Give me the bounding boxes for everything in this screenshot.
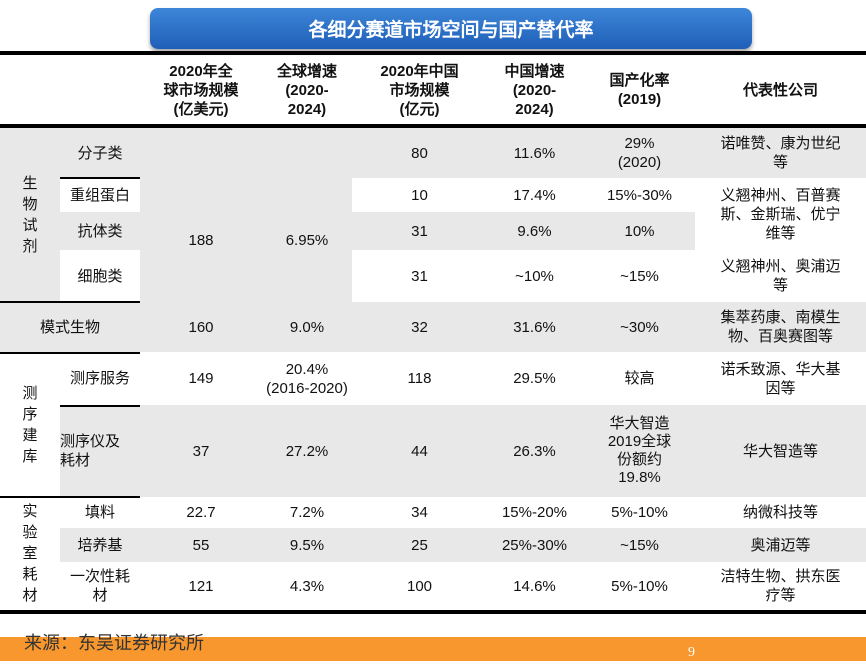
source-note: 来源：东吴证券研究所 bbox=[24, 633, 204, 653]
subcategory: 填料 bbox=[84, 504, 115, 521]
footer-bar bbox=[0, 637, 866, 661]
cell: 22.7 bbox=[186, 504, 216, 521]
divider bbox=[60, 177, 140, 179]
subcategory: 培养基 bbox=[77, 536, 123, 554]
page-number: 9 bbox=[688, 645, 695, 660]
cell: 26.3% bbox=[513, 442, 556, 460]
cell: 11.6% bbox=[513, 144, 556, 162]
cell: 洁特生物、拱东医 疗等 bbox=[720, 568, 841, 604]
cell: 7.2% bbox=[289, 504, 325, 521]
header-localization: 国产化率 (2019) bbox=[609, 72, 670, 108]
row-bg bbox=[140, 178, 352, 302]
row-bg bbox=[0, 128, 866, 178]
subcategory: 分子类 bbox=[77, 144, 123, 162]
cell: 160 bbox=[188, 318, 214, 336]
cell: 55 bbox=[192, 536, 210, 554]
header-china-size: 2020年中国 市场规模 (亿元) bbox=[380, 62, 459, 118]
cell: 14.6% bbox=[513, 577, 556, 595]
subcategory: 测序仪及 耗材 bbox=[60, 433, 121, 469]
cell: 10% bbox=[624, 222, 655, 240]
cell: 32 bbox=[411, 318, 428, 336]
cell: 29% (2020) bbox=[617, 135, 662, 171]
divider bbox=[0, 301, 140, 303]
cell: 31 bbox=[411, 267, 428, 285]
cell: 6.95% bbox=[285, 231, 329, 249]
cell: 义翘神州、奥浦迈 等 bbox=[720, 258, 841, 294]
subcategory: 抗体类 bbox=[77, 222, 123, 240]
cell: 118 bbox=[407, 370, 432, 387]
category-model: 模式生物 bbox=[39, 318, 100, 336]
cell: 纳微科技等 bbox=[742, 504, 818, 521]
row-bg bbox=[60, 528, 866, 562]
divider bbox=[60, 405, 140, 407]
row-bg bbox=[60, 212, 140, 250]
cell: 37 bbox=[192, 442, 210, 460]
cell: 80 bbox=[411, 144, 428, 162]
subcategory: 测序服务 bbox=[69, 370, 130, 387]
table-bottom-rule bbox=[0, 610, 866, 614]
header-china-growth: 中国增速 (2020- 2024) bbox=[504, 62, 565, 118]
cell: 诺禾致源、华大基 因等 bbox=[720, 360, 841, 397]
cell: ~10% bbox=[515, 267, 554, 285]
cell: 149 bbox=[188, 370, 214, 387]
cell: 诺唯赞、康为世纪 等 bbox=[720, 135, 841, 171]
cell: 44 bbox=[411, 442, 428, 460]
cell: 17.4% bbox=[513, 186, 556, 204]
cell: 奥浦迈等 bbox=[750, 536, 811, 554]
cell: ~15% bbox=[620, 536, 659, 554]
header-companies: 代表性公司 bbox=[742, 81, 818, 99]
cell: 4.3% bbox=[289, 577, 325, 595]
cell: 较高 bbox=[624, 370, 655, 387]
cell: 华大智造 2019全球 份额约 19.8% bbox=[607, 415, 672, 486]
cell: 集萃药康、南模生 物、百奥赛图等 bbox=[720, 309, 841, 345]
cell: 义翘神州、百普赛 斯、金斯瑞、优宁 维等 bbox=[720, 186, 841, 242]
cell: 121 bbox=[188, 577, 214, 595]
category-lab: 实验室耗材 bbox=[22, 503, 38, 604]
cell: 100 bbox=[406, 577, 433, 595]
cell: 20.4% (2016-2020) bbox=[266, 360, 348, 397]
cell: 5%-10% bbox=[611, 504, 668, 521]
cell: 34 bbox=[411, 504, 428, 521]
cell: 华大智造等 bbox=[742, 442, 818, 460]
category-seq: 测序建库 bbox=[22, 384, 38, 465]
row-bg bbox=[0, 178, 60, 302]
cell: 25 bbox=[411, 536, 428, 554]
cell: 31 bbox=[411, 222, 428, 240]
subcategory: 重组蛋白 bbox=[69, 186, 130, 204]
cell: ~30% bbox=[620, 318, 659, 336]
divider bbox=[0, 496, 140, 498]
cell: 31.6% bbox=[513, 318, 556, 336]
row-bg bbox=[352, 212, 695, 250]
cell: 15%-30% bbox=[606, 186, 673, 204]
cell: 5%-10% bbox=[611, 577, 668, 595]
header-rule bbox=[0, 124, 866, 128]
header-global-size: 2020年全 球市场规模 (亿美元) bbox=[163, 62, 239, 118]
row-bg bbox=[60, 405, 866, 497]
cell: 15%-20% bbox=[501, 504, 568, 521]
table-top-rule bbox=[0, 51, 866, 55]
cell: 25%-30% bbox=[501, 536, 568, 554]
divider bbox=[0, 352, 140, 354]
category-bio: 生物试剂 bbox=[22, 175, 38, 255]
cell: 188 bbox=[188, 231, 214, 249]
slide-title: 各细分赛道市场空间与国产替代率 bbox=[150, 8, 752, 49]
cell: ~15% bbox=[620, 267, 659, 285]
cell: 9.0% bbox=[289, 318, 325, 336]
subcategory: 一次性耗 材 bbox=[69, 568, 130, 604]
cell: 9.5% bbox=[289, 536, 325, 554]
cell: 27.2% bbox=[285, 442, 329, 460]
row-bg bbox=[0, 302, 866, 352]
cell: 29.5% bbox=[513, 370, 556, 387]
header-global-growth: 全球增速 (2020- 2024) bbox=[276, 62, 337, 118]
cell: 10 bbox=[411, 186, 428, 204]
cell: 9.6% bbox=[517, 222, 552, 240]
subcategory: 细胞类 bbox=[77, 267, 123, 285]
